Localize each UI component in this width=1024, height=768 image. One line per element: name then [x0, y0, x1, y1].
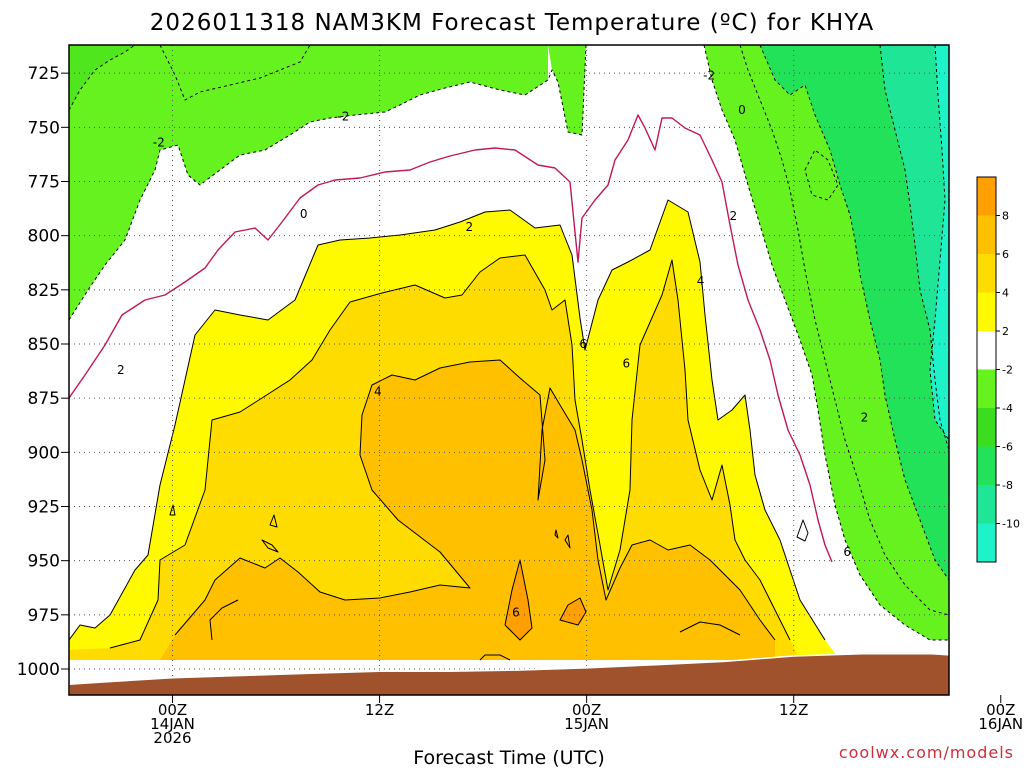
colorbar-swatch	[977, 331, 996, 370]
x-tick-label: 15JAN	[564, 715, 609, 733]
x-axis-title: Forecast Time (UTC)	[413, 747, 604, 768]
x-tick-label: 2026	[153, 729, 191, 747]
x-tick-label: 00Z	[158, 701, 187, 719]
x-tick-label: 16JAN	[978, 715, 1023, 733]
y-axis: 725 750 775 800 825 850 875 900 925 950 975 1000	[17, 64, 69, 680]
contour-8	[504, 559, 587, 641]
contour-label: -2	[153, 136, 165, 150]
x-tick-label: 14JAN	[150, 715, 195, 733]
cold-region-left-inner	[69, 45, 135, 110]
chart-title: 2026011318 NAM3KM Forecast Temperature (…	[150, 10, 874, 36]
contour-neg6-right	[759, 45, 949, 581]
y-tick-label: 1000	[17, 660, 60, 680]
colorbar-tick-label: 4	[1002, 287, 1009, 300]
contour-label: 6	[843, 545, 851, 559]
contour-lines	[69, 45, 949, 661]
colorbar-swatch	[977, 254, 996, 293]
y-tick-label: 875	[28, 389, 60, 409]
y-tick-label: 925	[28, 498, 60, 518]
contour-label: 6	[579, 337, 587, 351]
colorbar-swatch	[977, 408, 996, 447]
y-tick-label: 975	[28, 606, 60, 626]
colorbar-tick-label: 8	[1002, 210, 1009, 223]
y-tick-label: 900	[28, 443, 60, 463]
x-tick-label: 12Z	[365, 701, 394, 719]
grid-lines	[69, 45, 949, 695]
colorbar-swatch	[977, 485, 996, 524]
colorbar-swatch	[977, 523, 996, 562]
contour-neg10-right	[929, 45, 949, 441]
colorbar-tick-label: -10	[1002, 518, 1020, 531]
colorbar: -10 -8 -6 -4 -2 2 4 6 8	[976, 176, 1020, 563]
contour-label: 2	[117, 363, 125, 377]
contour-label: -2	[703, 68, 715, 82]
warm-region-8	[505, 560, 586, 640]
credit-text: coolwx.com/models	[839, 743, 1014, 762]
contour-neg2-right	[703, 45, 949, 641]
colorbar-tick-label: -4	[1002, 402, 1013, 415]
contour-label: 6	[512, 606, 520, 620]
plot-frame	[68, 44, 950, 696]
contour-4	[109, 254, 791, 649]
cold-region-right-6	[760, 45, 949, 580]
warm-region-6	[160, 360, 775, 660]
contour-neg4-right	[739, 45, 949, 616]
contour-6	[174, 359, 776, 661]
contour-label: 2	[861, 411, 869, 425]
cold-region-left	[69, 45, 586, 320]
contour-neg2-left	[69, 45, 587, 321]
contour-label: 4	[697, 274, 705, 288]
x-tick-label: 00Z	[986, 701, 1015, 719]
contour-label: -2	[337, 110, 349, 124]
contour-zero	[69, 114, 833, 563]
colorbar-tick-label: -2	[1002, 364, 1013, 377]
colorbar-swatch	[977, 369, 996, 408]
x-tick-label: 00Z	[572, 701, 601, 719]
colorbar-tick-label: -6	[1002, 441, 1013, 454]
y-tick-label: 775	[28, 173, 60, 193]
cold-region-right-8	[880, 45, 949, 450]
colorbar-swatch	[977, 446, 996, 485]
y-tick-label: 950	[28, 552, 60, 572]
x-tick-label: 12Z	[779, 701, 808, 719]
contour-label: 6	[623, 357, 631, 371]
y-tick-label: 825	[28, 281, 60, 301]
cold-region-right-10	[930, 45, 949, 440]
y-tick-label: 725	[28, 64, 60, 84]
colorbar-tick-label: -8	[1002, 479, 1013, 492]
contour-label: 0	[738, 103, 746, 117]
contour-label: 2	[465, 220, 473, 234]
colorbar-tick-label: 6	[1002, 248, 1009, 261]
contour-neg8-right	[879, 45, 949, 451]
contour-label: 0	[300, 207, 308, 221]
colorbar-swatch	[977, 177, 996, 216]
colorbar-swatch	[977, 292, 996, 331]
colorbar-tick-label: 2	[1002, 325, 1009, 338]
contour-label: 4	[374, 385, 382, 399]
y-tick-label: 800	[28, 227, 60, 247]
contour-label: 2	[729, 209, 737, 223]
y-tick-label: 750	[28, 118, 60, 138]
y-tick-label: 850	[28, 335, 60, 355]
colorbar-swatch	[977, 215, 996, 254]
terrain-ground	[69, 653, 949, 695]
contour-neg4-left	[69, 45, 311, 111]
